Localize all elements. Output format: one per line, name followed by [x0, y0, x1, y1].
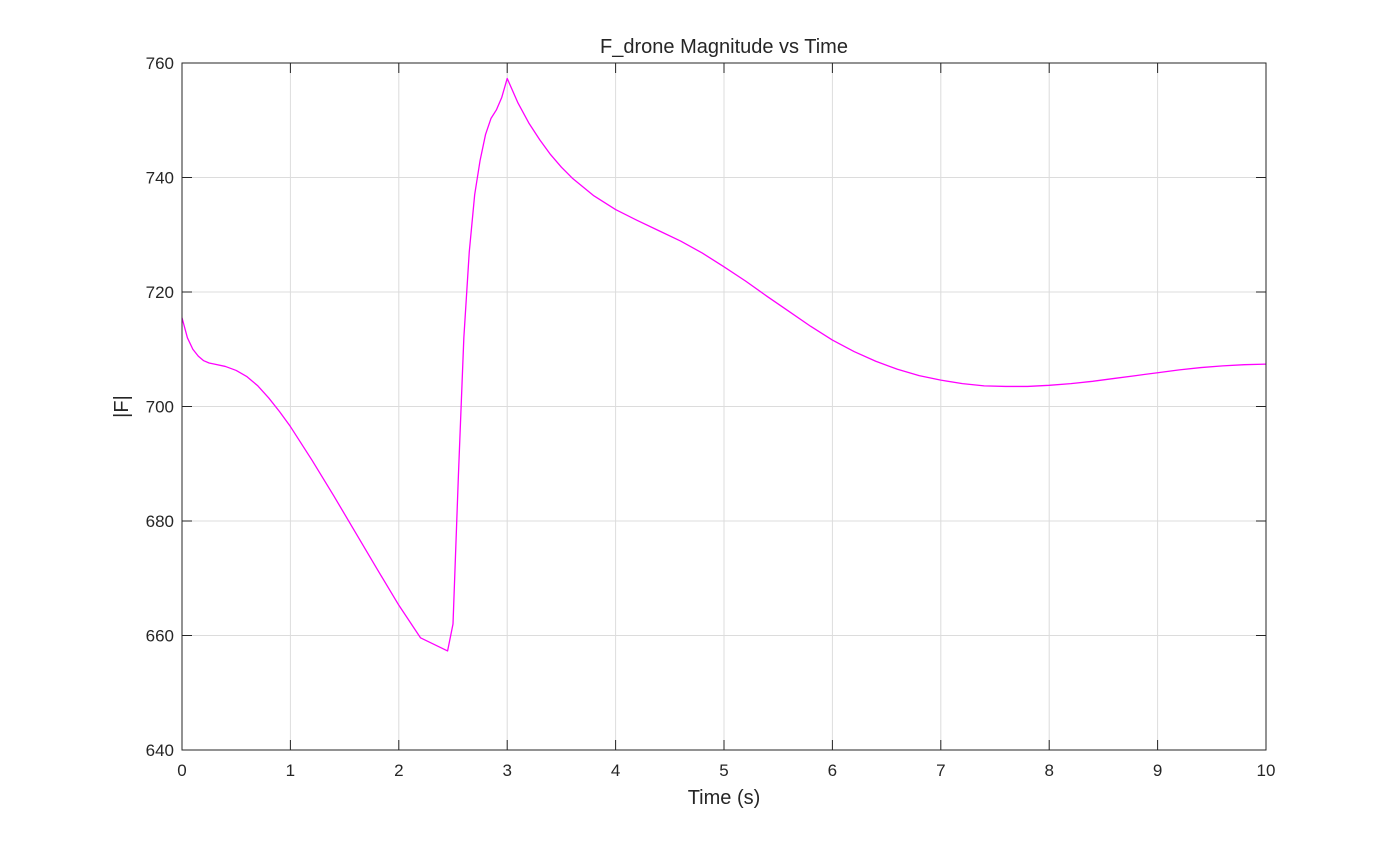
y-tick-label: 660	[146, 627, 174, 646]
x-tick-label: 7	[936, 761, 945, 780]
chart-title: F_drone Magnitude vs Time	[600, 36, 848, 58]
x-tick-label: 10	[1257, 761, 1276, 780]
x-axis-title: Time (s)	[688, 787, 761, 809]
y-tick-label: 760	[146, 54, 174, 73]
x-tick-label: 4	[611, 761, 620, 780]
x-tick-label: 8	[1044, 761, 1053, 780]
y-axis-title: |F|	[111, 395, 133, 418]
series-layer	[181, 77, 1267, 652]
y-tick-label: 740	[146, 169, 174, 188]
grid-lines	[182, 63, 1266, 750]
x-tick-label: 2	[394, 761, 403, 780]
x-tick-label: 5	[719, 761, 728, 780]
x-tick-label: 9	[1153, 761, 1162, 780]
x-tick-label: 0	[177, 761, 186, 780]
y-tick-label: 640	[146, 741, 174, 760]
axis-ticks: 0 1 2 3 4 5 6 7 8 9 10 640 660 680 700 720 740 760	[146, 54, 1276, 780]
x-tick-label: 3	[502, 761, 511, 780]
series-line	[181, 77, 1267, 652]
x-tick-label: 6	[828, 761, 837, 780]
y-tick-label: 680	[146, 512, 174, 531]
y-tick-label: 700	[146, 398, 174, 417]
y-tick-label: 720	[146, 283, 174, 302]
x-tick-label: 1	[286, 761, 295, 780]
